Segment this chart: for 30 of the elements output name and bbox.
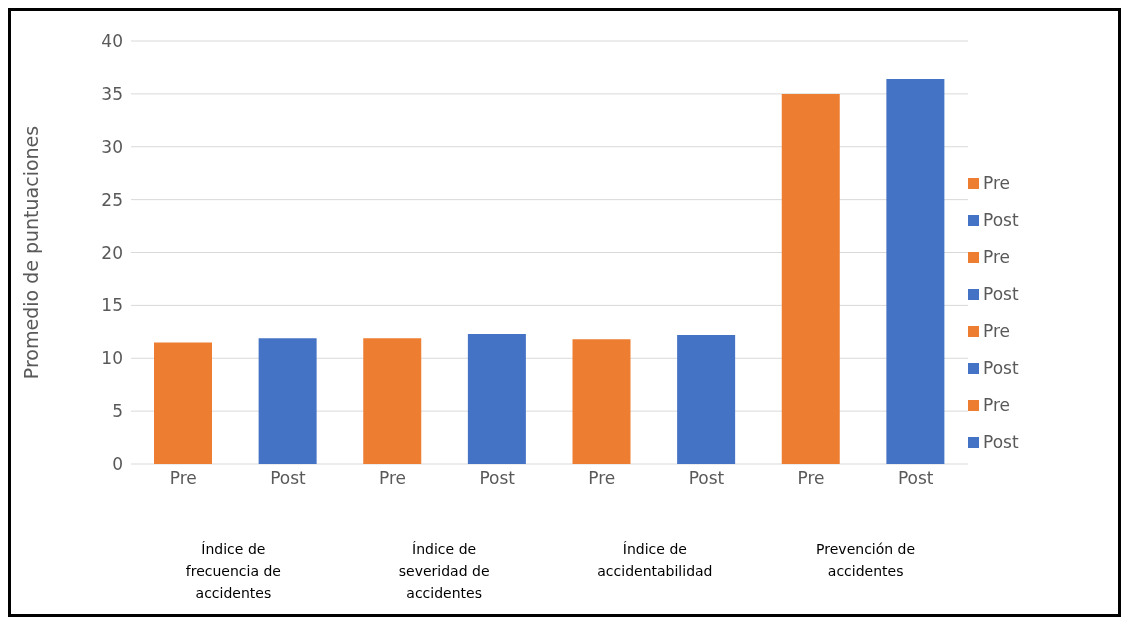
x-tick-label: Post: [479, 468, 516, 489]
y-axis-title: Promedio de puntuaciones: [19, 125, 42, 380]
x-tick-label: Post: [897, 468, 934, 489]
text: Índice de accidentabilidad: [596, 540, 714, 581]
y-tick-label: 20: [101, 242, 123, 263]
legend-label: Pre: [983, 172, 1011, 193]
text: Prevención de accidentes: [815, 540, 917, 581]
legend-label: Post: [983, 209, 1019, 230]
legend-label: Post: [983, 283, 1019, 304]
x-tick-label: Post: [688, 468, 725, 489]
y-tick-label: 30: [101, 136, 123, 157]
y-tick-label: 35: [101, 83, 123, 104]
legend-label: Post: [983, 431, 1019, 452]
x-tick-label: Post: [270, 468, 307, 489]
y-tick-label: 15: [101, 295, 123, 316]
y-tick-label: 25: [101, 189, 123, 210]
x-tick-label: Pre: [797, 468, 825, 489]
legend-label: Post: [983, 357, 1019, 378]
y-tick-label: 0: [112, 454, 123, 475]
x-tick-label: Pre: [379, 468, 407, 489]
legend-label: Pre: [983, 246, 1011, 267]
legend-label: Pre: [983, 394, 1011, 415]
y-tick-label: 5: [112, 401, 123, 422]
legend-label: Pre: [983, 320, 1011, 341]
y-tick-label: 10: [101, 348, 123, 369]
y-tick-label: 40: [101, 31, 123, 52]
text: Índice de severidad de accidentes: [397, 540, 491, 603]
x-tick-label: Pre: [588, 468, 616, 489]
x-tick-label: Pre: [169, 468, 197, 489]
text: Índice de frecuencia de accidentes: [184, 540, 282, 603]
